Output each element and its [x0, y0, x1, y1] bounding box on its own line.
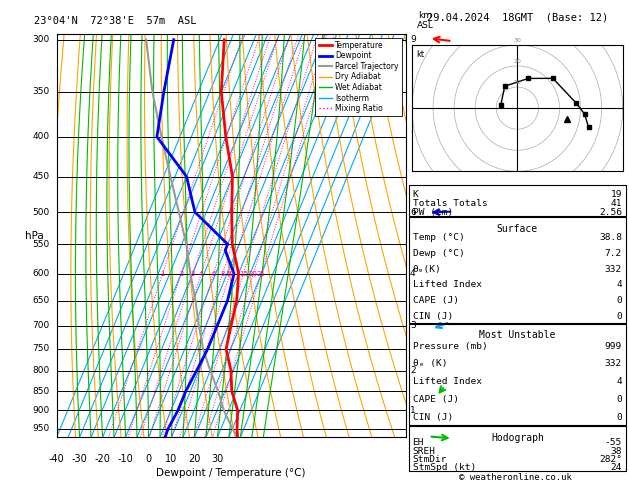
Text: 750: 750 — [32, 345, 50, 353]
Text: 20: 20 — [513, 59, 521, 64]
Text: 10: 10 — [225, 271, 235, 277]
Text: 3: 3 — [191, 271, 195, 277]
Text: © weatheronline.co.uk: © weatheronline.co.uk — [459, 473, 572, 482]
Text: PW (cm): PW (cm) — [413, 208, 453, 217]
Text: 9: 9 — [410, 35, 416, 44]
Text: 7: 7 — [410, 132, 416, 141]
Text: 400: 400 — [33, 132, 50, 141]
Text: 10: 10 — [513, 80, 521, 85]
Text: 332: 332 — [605, 265, 622, 274]
Text: Totals Totals: Totals Totals — [413, 199, 487, 208]
Text: kt: kt — [416, 50, 425, 59]
Text: 700: 700 — [32, 321, 50, 330]
Text: 0: 0 — [616, 413, 622, 422]
Legend: Temperature, Dewpoint, Parcel Trajectory, Dry Adiabat, Wet Adiabat, Isotherm, Mi: Temperature, Dewpoint, Parcel Trajectory… — [316, 38, 402, 116]
Text: 30: 30 — [211, 453, 223, 464]
Text: 0: 0 — [616, 312, 622, 321]
Text: 20: 20 — [249, 271, 258, 277]
Text: 30: 30 — [513, 38, 521, 43]
Text: 450: 450 — [33, 172, 50, 181]
Text: 3: 3 — [410, 321, 416, 330]
Text: 2.56: 2.56 — [599, 208, 622, 217]
Text: CAPE (J): CAPE (J) — [413, 395, 459, 404]
Text: 850: 850 — [32, 386, 50, 396]
Text: 20: 20 — [188, 453, 201, 464]
Text: 650: 650 — [32, 296, 50, 305]
Text: 0: 0 — [616, 395, 622, 404]
Text: -10: -10 — [118, 453, 133, 464]
Text: 550: 550 — [32, 240, 50, 249]
Text: -40: -40 — [48, 453, 65, 464]
Text: 4: 4 — [199, 271, 203, 277]
Text: 29.04.2024  18GMT  (Base: 12): 29.04.2024 18GMT (Base: 12) — [426, 12, 608, 22]
Text: 2: 2 — [179, 271, 184, 277]
Text: Dewpoint / Temperature (°C): Dewpoint / Temperature (°C) — [157, 468, 306, 478]
Text: 6: 6 — [211, 271, 216, 277]
Text: -55: -55 — [605, 438, 622, 448]
Text: 4: 4 — [616, 280, 622, 289]
Text: Lifted Index: Lifted Index — [413, 280, 482, 289]
Text: 0: 0 — [145, 453, 152, 464]
Text: Pressure (mb): Pressure (mb) — [413, 342, 487, 350]
Text: θₑ (K): θₑ (K) — [413, 359, 447, 368]
Text: 41: 41 — [611, 199, 622, 208]
Text: -30: -30 — [72, 453, 87, 464]
Text: 4: 4 — [410, 269, 416, 278]
Text: CAPE (J): CAPE (J) — [413, 296, 459, 305]
Text: Most Unstable: Most Unstable — [479, 330, 555, 341]
Text: Hodograph: Hodograph — [491, 433, 544, 443]
Text: StmSpd (kt): StmSpd (kt) — [413, 463, 476, 472]
Text: 1: 1 — [160, 271, 165, 277]
Text: 0: 0 — [616, 296, 622, 305]
Text: 999: 999 — [605, 342, 622, 350]
Text: EH: EH — [413, 438, 424, 448]
Text: km
ASL: km ASL — [416, 11, 433, 30]
Text: 950: 950 — [32, 424, 50, 433]
Text: 2: 2 — [410, 366, 416, 375]
Text: 282°: 282° — [599, 455, 622, 464]
Text: 500: 500 — [32, 208, 50, 217]
Text: 38: 38 — [611, 447, 622, 456]
Text: 19: 19 — [611, 190, 622, 199]
Text: 300: 300 — [32, 35, 50, 44]
Text: 1: 1 — [410, 406, 416, 415]
Text: -20: -20 — [94, 453, 111, 464]
Text: K: K — [413, 190, 418, 199]
Text: Surface: Surface — [497, 224, 538, 234]
Text: 25: 25 — [257, 271, 265, 277]
Text: Dewp (°C): Dewp (°C) — [413, 249, 464, 258]
Text: 900: 900 — [32, 406, 50, 415]
Text: StmDir: StmDir — [413, 455, 447, 464]
Text: 350: 350 — [32, 87, 50, 96]
Text: 600: 600 — [32, 269, 50, 278]
Text: Lifted Index: Lifted Index — [413, 377, 482, 386]
Text: 15: 15 — [239, 271, 248, 277]
Text: 800: 800 — [32, 366, 50, 375]
Text: 38.8: 38.8 — [599, 233, 622, 243]
Text: Temp (°C): Temp (°C) — [413, 233, 464, 243]
Text: 4: 4 — [616, 377, 622, 386]
Text: θₑ(K): θₑ(K) — [413, 265, 442, 274]
Text: 332: 332 — [605, 359, 622, 368]
Text: 23°04'N  72°38'E  57m  ASL: 23°04'N 72°38'E 57m ASL — [34, 16, 196, 26]
Text: hPa: hPa — [25, 231, 43, 241]
Text: CIN (J): CIN (J) — [413, 413, 453, 422]
Text: SREH: SREH — [413, 447, 436, 456]
Text: 7.2: 7.2 — [605, 249, 622, 258]
Text: CIN (J): CIN (J) — [413, 312, 453, 321]
Text: 10: 10 — [165, 453, 177, 464]
Text: 8: 8 — [220, 271, 225, 277]
Text: 6: 6 — [410, 208, 416, 217]
Text: 24: 24 — [611, 463, 622, 472]
